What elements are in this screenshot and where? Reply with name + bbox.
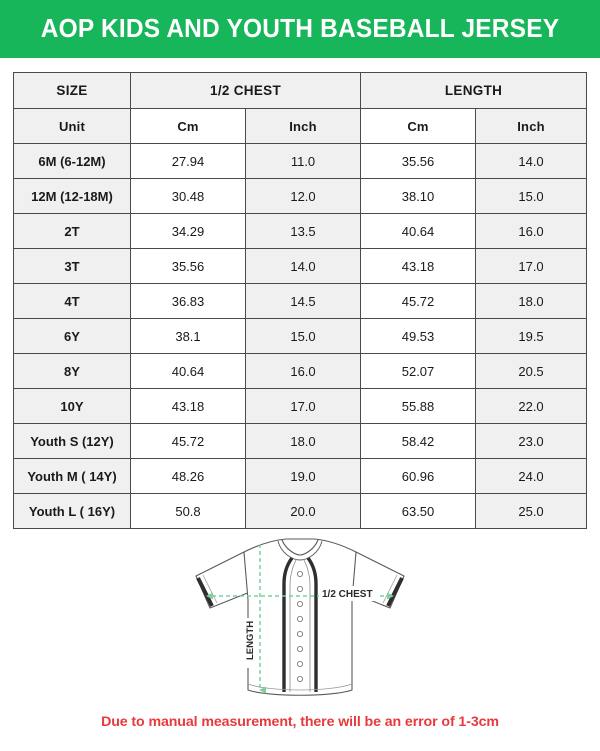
cell-length-cm: 55.88 bbox=[360, 388, 477, 424]
cell-chest-cm: 36.83 bbox=[130, 283, 246, 319]
cell-size: Youth S (12Y) bbox=[13, 423, 131, 459]
cell-length-inch: 14.0 bbox=[475, 143, 588, 179]
column-header-size: SIZE bbox=[13, 72, 131, 109]
table-row: 6Y 38.1 15.0 49.53 19.5 bbox=[13, 318, 588, 354]
cell-length-inch: 23.0 bbox=[475, 423, 588, 459]
cell-length-inch: 17.0 bbox=[475, 248, 588, 284]
header-banner: AOP KIDS AND YOUTH BASEBALL JERSEY bbox=[0, 0, 600, 58]
cell-size: 2T bbox=[13, 213, 131, 249]
table-row: 3T 35.56 14.0 43.18 17.0 bbox=[13, 248, 588, 284]
jersey-placket-left-trim bbox=[282, 556, 294, 692]
cell-length-inch: 16.0 bbox=[475, 213, 588, 249]
length-label-backdrop bbox=[242, 618, 257, 668]
length-measure-label: LENGTH bbox=[245, 621, 256, 660]
cell-length-cm: 49.53 bbox=[360, 318, 477, 354]
column-header-length-cm: Cm bbox=[360, 108, 477, 144]
cell-length-cm: 38.10 bbox=[360, 178, 477, 214]
table-row: Youth L ( 16Y) 50.8 20.0 63.50 25.0 bbox=[13, 493, 588, 529]
jersey-collar bbox=[281, 539, 319, 556]
column-header-length-inch: Inch bbox=[475, 108, 588, 144]
cell-size: Youth L ( 16Y) bbox=[13, 493, 131, 529]
cell-length-cm: 45.72 bbox=[360, 283, 477, 319]
table-row: 12M (12-18M) 30.48 12.0 38.10 15.0 bbox=[13, 178, 588, 214]
column-header-unit: Unit bbox=[13, 108, 131, 144]
cell-size: 6Y bbox=[13, 318, 131, 354]
cell-chest-inch: 14.0 bbox=[244, 248, 362, 284]
column-header-chest-inch: Inch bbox=[244, 108, 362, 144]
cell-size: 3T bbox=[13, 248, 131, 284]
cell-size: 8Y bbox=[13, 353, 131, 389]
cell-chest-cm: 48.26 bbox=[130, 458, 246, 494]
cell-length-inch: 18.0 bbox=[475, 283, 588, 319]
measurement-disclaimer: Due to manual measurement, there will be… bbox=[101, 714, 499, 730]
cell-chest-inch: 16.0 bbox=[244, 353, 362, 389]
cell-length-cm: 52.07 bbox=[360, 353, 477, 389]
jersey-diagram-container: 1/2 CHEST LENGTH bbox=[0, 519, 600, 715]
table-body: 6M (6-12M) 27.94 11.0 35.56 14.0 12M (12-18M)… bbox=[13, 143, 588, 529]
table-row: 10Y 43.18 17.0 55.88 22.0 bbox=[13, 388, 588, 424]
cell-length-inch: 22.0 bbox=[475, 388, 588, 424]
cell-size: Youth M ( 14Y) bbox=[13, 458, 131, 494]
cell-chest-cm: 43.18 bbox=[130, 388, 246, 424]
table-header: SIZE 1/2 CHEST LENGTH Unit Cm Inch Cm In… bbox=[13, 72, 588, 144]
table-row: 4T 36.83 14.5 45.72 18.0 bbox=[13, 283, 588, 319]
cell-length-cm: 35.56 bbox=[360, 143, 477, 179]
cell-length-cm: 60.96 bbox=[360, 458, 477, 494]
jersey-placket-left-edge bbox=[289, 559, 297, 692]
column-header-length: LENGTH bbox=[360, 72, 588, 109]
chest-measure-label: 1/2 CHEST bbox=[322, 589, 373, 600]
jersey-button-column bbox=[297, 571, 304, 682]
cell-chest-cm: 34.29 bbox=[130, 213, 246, 249]
jersey-placket-right-trim bbox=[306, 556, 318, 692]
table-row: 8Y 40.64 16.0 52.07 20.5 bbox=[13, 353, 588, 389]
cell-chest-inch: 19.0 bbox=[244, 458, 362, 494]
cell-size: 12M (12-18M) bbox=[13, 178, 131, 214]
cell-length-cm: 43.18 bbox=[360, 248, 477, 284]
table-row: 2T 34.29 13.5 40.64 16.0 bbox=[13, 213, 588, 249]
cell-length-cm: 58.42 bbox=[360, 423, 477, 459]
cell-chest-cm: 27.94 bbox=[130, 143, 246, 179]
cell-chest-inch: 18.0 bbox=[244, 423, 362, 459]
cell-chest-cm: 38.1 bbox=[130, 318, 246, 354]
baseball-jersey-illustration: 1/2 CHEST LENGTH bbox=[195, 538, 405, 696]
cell-chest-cm: 35.56 bbox=[130, 248, 246, 284]
jersey-hem-line bbox=[247, 683, 353, 691]
left-sleeve-cuff-trim bbox=[196, 577, 214, 607]
jersey-placket-right-edge bbox=[303, 559, 311, 692]
cell-length-inch: 24.0 bbox=[475, 458, 588, 494]
cell-size: 10Y bbox=[13, 388, 131, 424]
table-header-unit-row: Unit Cm Inch Cm Inch bbox=[13, 108, 588, 144]
cell-chest-inch: 14.5 bbox=[244, 283, 362, 319]
cell-chest-inch: 17.0 bbox=[244, 388, 362, 424]
cell-length-inch: 25.0 bbox=[475, 493, 588, 529]
cell-chest-inch: 15.0 bbox=[244, 318, 362, 354]
cell-size: 4T bbox=[13, 283, 131, 319]
page-title: AOP KIDS AND YOUTH BASEBALL JERSEY bbox=[40, 14, 560, 43]
cell-chest-cm: 30.48 bbox=[130, 178, 246, 214]
table-row: 6M (6-12M) 27.94 11.0 35.56 14.0 bbox=[13, 143, 588, 179]
cell-length-inch: 20.5 bbox=[475, 353, 588, 389]
right-sleeve-cuff-trim bbox=[386, 577, 404, 607]
cell-chest-cm: 40.64 bbox=[130, 353, 246, 389]
jersey-collar-inner bbox=[277, 540, 323, 561]
table-header-group-row: SIZE 1/2 CHEST LENGTH bbox=[13, 72, 588, 109]
cell-chest-inch: 12.0 bbox=[244, 178, 362, 214]
cell-length-cm: 40.64 bbox=[360, 213, 477, 249]
cell-length-inch: 15.0 bbox=[475, 178, 588, 214]
table-row: Youth S (12Y) 45.72 18.0 58.42 23.0 bbox=[13, 423, 588, 459]
cell-length-inch: 19.5 bbox=[475, 318, 588, 354]
chest-label-backdrop bbox=[319, 586, 378, 601]
cell-chest-cm: 45.72 bbox=[130, 423, 246, 459]
cell-chest-inch: 11.0 bbox=[244, 143, 362, 179]
cell-chest-inch: 13.5 bbox=[244, 213, 362, 249]
cell-length-cm: 63.50 bbox=[360, 493, 477, 529]
cell-size: 6M (6-12M) bbox=[13, 143, 131, 179]
column-header-half-chest: 1/2 CHEST bbox=[129, 72, 362, 109]
size-table: SIZE 1/2 CHEST LENGTH Unit Cm Inch Cm In… bbox=[13, 72, 588, 529]
column-header-chest-cm: Cm bbox=[130, 108, 246, 144]
table-row: Youth M ( 14Y) 48.26 19.0 60.96 24.0 bbox=[13, 458, 588, 494]
cell-chest-inch: 20.0 bbox=[244, 493, 362, 529]
size-table-container: SIZE 1/2 CHEST LENGTH Unit Cm Inch Cm In… bbox=[13, 72, 588, 529]
